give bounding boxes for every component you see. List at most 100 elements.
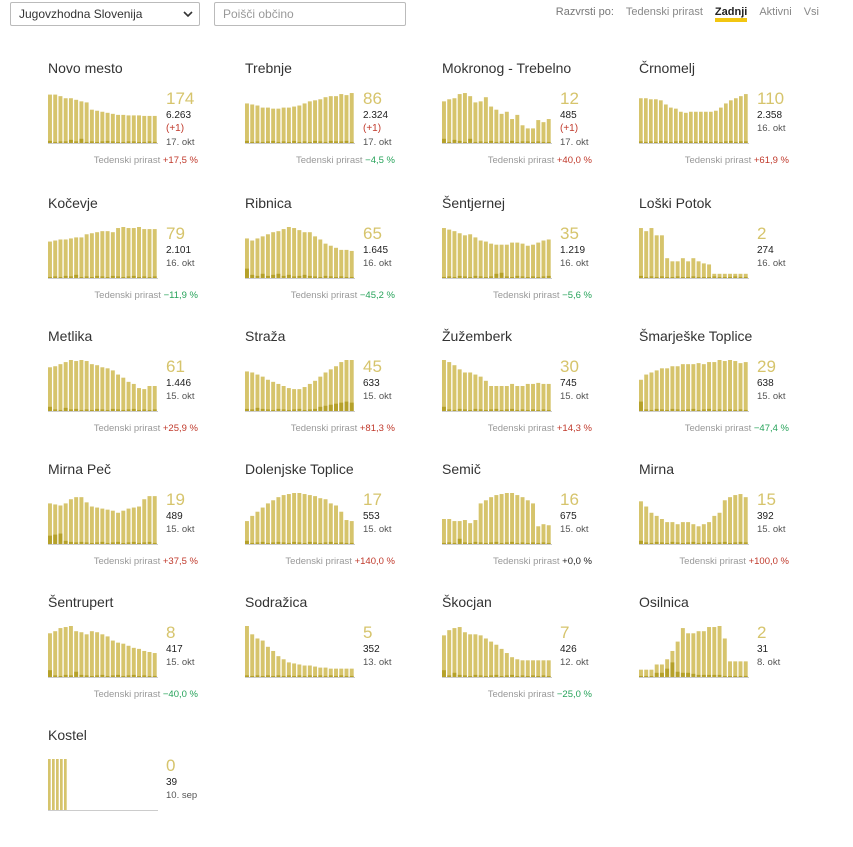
- chart-bar-new: [722, 675, 727, 678]
- municipality-card[interactable]: Mirna Peč 19 489 15. okt Tedenski prirast +3…: [48, 461, 208, 581]
- municipality-card[interactable]: Škocjan 7 426 12. okt Tedenski prirast −25,0…: [442, 594, 602, 714]
- chart-bar: [68, 98, 73, 144]
- municipality-card[interactable]: Semič 16 675 15. okt Tedenski prirast +0,0 %: [442, 461, 602, 581]
- chart-bar: [89, 631, 94, 678]
- chart-bar-new: [339, 675, 344, 678]
- chart-bar: [468, 523, 473, 545]
- chart-bar-new: [447, 542, 452, 545]
- chart-bar-new: [478, 675, 483, 678]
- chart-bar-new: [137, 276, 141, 279]
- chart-bar: [281, 659, 286, 678]
- chart-bar-new: [639, 401, 643, 412]
- chart-bar: [701, 263, 706, 279]
- municipality-card[interactable]: Osilnica 2 31 8. okt: [639, 594, 799, 714]
- chart-bar: [457, 233, 462, 279]
- sort-option-weekly[interactable]: Tedenski prirast: [625, 6, 703, 18]
- chart-bar-new: [48, 406, 52, 412]
- municipality-card[interactable]: Metlika 61 1.446 15. okt Tedenski prirast +2…: [48, 328, 208, 448]
- municipality-card[interactable]: Straža 45 633 15. okt Tedenski prirast +81,3…: [245, 328, 405, 448]
- chart-bar-new: [245, 140, 249, 144]
- chart-bar-new: [674, 141, 678, 144]
- chart-bar-new: [339, 141, 344, 144]
- chart-bar: [649, 228, 654, 279]
- chart-bar-new: [468, 138, 473, 144]
- municipality-card[interactable]: Mokronog - Trebelno 12 485 (+1) 17. okt Teden…: [442, 60, 602, 180]
- chart-bar: [499, 113, 504, 144]
- chart-bar-new: [147, 541, 152, 545]
- sort-option-active[interactable]: Aktivni: [759, 6, 792, 18]
- chart-bar: [654, 370, 659, 412]
- chart-bar: [515, 242, 520, 279]
- chart-bar: [680, 628, 685, 678]
- chart-bar-new: [74, 408, 79, 412]
- chart-bar: [137, 227, 141, 279]
- total-cases: 352: [363, 644, 380, 655]
- chart-bar-new: [116, 541, 121, 545]
- municipality-name: Loški Potok: [639, 195, 712, 211]
- chart-bar-new: [339, 402, 344, 412]
- chart-bar-new: [701, 409, 706, 412]
- chart-bar-new: [89, 409, 94, 412]
- chart-bar-new: [639, 275, 643, 279]
- chart-bar-new: [743, 276, 748, 279]
- municipality-card[interactable]: Ribnica 65 1.645 16. okt Tedenski prirast −4…: [245, 195, 405, 315]
- weekly-growth-label: Tedenski prirast: [492, 556, 563, 567]
- chart-bar-new: [302, 675, 307, 678]
- municipality-card[interactable]: Novo mesto 174 6.263 (+1) 17. okt Tedenski pr…: [48, 60, 208, 180]
- chart-bar-new: [515, 542, 520, 545]
- chart-bar-new: [58, 409, 63, 412]
- municipality-card[interactable]: Loški Potok 2 274 16. okt: [639, 195, 799, 315]
- chart-bar: [56, 759, 59, 811]
- municipality-card[interactable]: Dolenjske Toplice 17 553 15. okt Tedenski pr…: [245, 461, 405, 581]
- municipality-card[interactable]: Šentrupert 8 417 15. okt Tedenski prirast −4…: [48, 594, 208, 714]
- chart-bar: [704, 111, 708, 144]
- chart-bar: [520, 386, 525, 412]
- municipality-card[interactable]: Mirna 15 392 15. okt Tedenski prirast +100,0…: [639, 461, 799, 581]
- chart-bar-new: [468, 542, 473, 545]
- chart-bar-new: [271, 274, 276, 279]
- chart-bar: [680, 364, 685, 412]
- municipality-card[interactable]: Sodražica 5 352 13. okt: [245, 594, 405, 714]
- chart-bar-new: [126, 409, 131, 412]
- chart-bar: [691, 364, 696, 412]
- chart-bar-new: [675, 671, 680, 678]
- chart-bar: [95, 632, 100, 678]
- chart-bar: [84, 502, 89, 545]
- chart-bar: [738, 363, 743, 412]
- chart-bar-new: [131, 408, 136, 412]
- chart-bar-new: [504, 675, 509, 678]
- municipality-card[interactable]: Žužemberk 30 745 15. okt Tedenski prirast +1…: [442, 328, 602, 448]
- chart-bar-new: [525, 675, 530, 678]
- chart-bar-new: [639, 141, 643, 144]
- chart-bar: [323, 667, 328, 678]
- municipality-card[interactable]: Trebnje 86 2.324 (+1) 17. okt Tedenski priras…: [245, 60, 405, 180]
- sort-option-latest[interactable]: Zadnji: [714, 6, 748, 22]
- active-cases: 5: [363, 623, 373, 642]
- chart-bar-new: [328, 276, 333, 279]
- municipality-card[interactable]: Kočevje 79 2.101 16. okt Tedenski prirast −1…: [48, 195, 208, 315]
- weekly-growth-label: Tedenski prirast: [684, 423, 754, 434]
- municipality-card[interactable]: Kostel 0 39 10. sep: [48, 727, 208, 847]
- chart-bar-new: [95, 408, 100, 412]
- chart-bar-new: [644, 542, 649, 545]
- chart-bar: [659, 519, 664, 545]
- chart-bar-new: [452, 542, 457, 545]
- chart-bar-new: [121, 675, 126, 678]
- chart-bar: [260, 376, 265, 412]
- chart-bar: [499, 494, 504, 545]
- municipality-card[interactable]: Šentjernej 35 1.219 16. okt Tedenski prirast…: [442, 195, 602, 315]
- chart-bar-new: [116, 674, 121, 678]
- sort-option-all[interactable]: Vsi: [803, 6, 819, 18]
- municipality-card[interactable]: Črnomelj 110 2.358 16. okt Tedenski prirast …: [639, 60, 799, 180]
- chart-bar-new: [137, 542, 141, 545]
- chart-bar-new: [265, 409, 270, 412]
- region-select[interactable]: Jugovzhodna Slovenija: [10, 2, 200, 26]
- municipality-card[interactable]: Šmarješke Toplice 29 638 15. okt Tedenski pr…: [639, 328, 799, 448]
- chart-bar: [665, 522, 670, 545]
- chart-bar-new: [344, 401, 349, 412]
- chart-bar-new: [302, 141, 307, 144]
- chart-bar-new: [691, 673, 696, 678]
- chart-bar-new: [699, 140, 703, 144]
- chart-bar-new: [654, 408, 659, 412]
- municipality-search-input[interactable]: [214, 2, 406, 26]
